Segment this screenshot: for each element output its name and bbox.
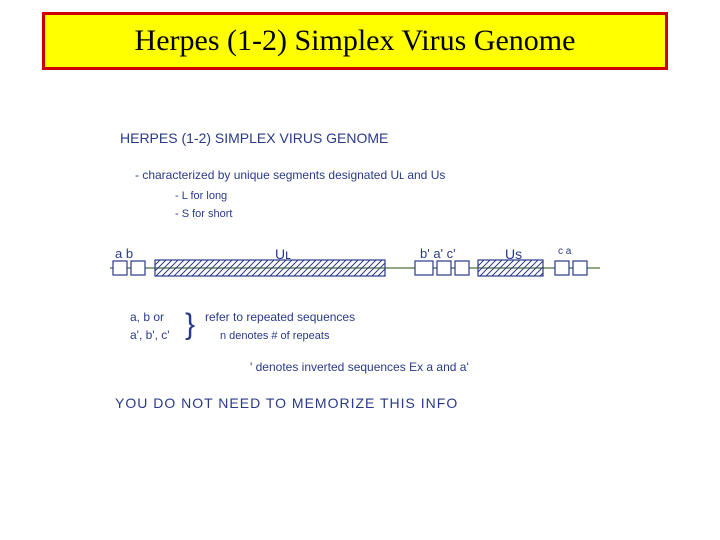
- note-inverted: ' denotes inverted sequences Ex a and a': [250, 360, 469, 374]
- note-n-repeats: n denotes # of repeats: [220, 330, 329, 342]
- genome-diagram: [0, 0, 720, 540]
- note-ab-or: a, b or: [130, 310, 164, 324]
- footer-note: YOU DO NOT NEED TO MEMORIZE THIS INFO: [115, 395, 458, 411]
- note-abc-prime: a', b', c': [130, 328, 170, 342]
- note-repeated-seq: refer to repeated sequences: [205, 310, 355, 324]
- brace-icon: }: [185, 308, 195, 342]
